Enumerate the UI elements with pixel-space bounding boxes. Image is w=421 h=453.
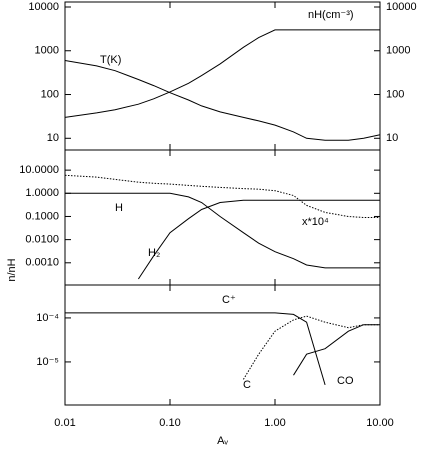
series-line	[242, 315, 380, 380]
y2-tick-label: 10	[386, 132, 398, 144]
series-line	[64, 29, 380, 118]
y-tick-label: 10.0000	[19, 164, 59, 176]
y2-tick-label: 100	[386, 88, 404, 100]
y-tick-label: 10⁻⁵	[36, 356, 59, 368]
y-tick-label: 1000	[35, 45, 59, 57]
x-tick-label: 10.00	[366, 417, 394, 429]
y-tick-label: 10⁻⁴	[36, 312, 59, 324]
series-label: C⁺	[222, 294, 236, 306]
series-line	[64, 60, 381, 141]
series-line	[65, 312, 326, 386]
panel-frame	[64, 284, 381, 406]
series-label: C	[243, 379, 251, 391]
series-label: nH(cm⁻³)	[308, 9, 354, 21]
series-label: T(K)	[100, 54, 121, 66]
series-line	[65, 192, 380, 269]
y-tick-label: 0.1000	[25, 210, 59, 222]
panel-frame	[64, 149, 381, 286]
y-tick-label: 10000	[28, 1, 59, 13]
x-tick-label: 0.01	[54, 417, 75, 429]
y-tick-label: 100	[41, 88, 59, 100]
x-tick-label: 1.00	[264, 417, 285, 429]
series-label: x*10⁴	[302, 216, 329, 228]
y-tick-label: 0.0010	[25, 257, 59, 269]
series-label: H₂	[148, 247, 160, 259]
y2-tick-label: 1000	[386, 45, 410, 57]
series-line	[293, 324, 380, 376]
series-label: H	[115, 202, 123, 214]
x-tick-label: 0.10	[159, 417, 180, 429]
y-tick-label: 0.0100	[25, 234, 59, 246]
x-axis-label: Aᵥ	[217, 435, 228, 447]
panel-frame	[64, 1, 381, 151]
y-tick-label: 1.0000	[25, 187, 59, 199]
y2-tick-label: 10000	[386, 1, 417, 13]
series-line	[64, 174, 380, 218]
series-label: CO	[337, 375, 354, 387]
series-line	[137, 199, 380, 280]
y-tick-label: 10	[47, 132, 59, 144]
y-axis-label: n/nH	[6, 258, 18, 281]
